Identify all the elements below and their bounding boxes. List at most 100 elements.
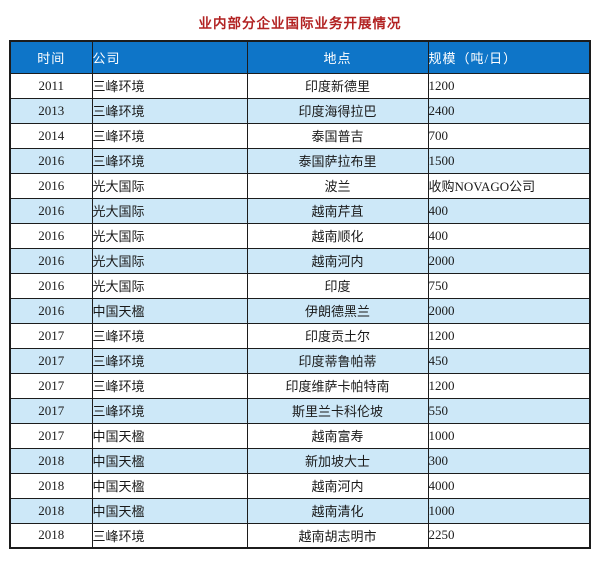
cell-company: 光大国际 <box>91 172 248 199</box>
cell-company: 光大国际 <box>91 272 248 299</box>
table-row: 2016 光大国际 印度 750 <box>9 272 591 299</box>
cell-scale: 2000 <box>427 297 591 324</box>
cell-company: 三峰环境 <box>91 147 248 174</box>
cell-scale: 1200 <box>427 372 591 399</box>
cell-location: 越南顺化 <box>246 222 429 249</box>
table-row: 2018 三峰环境 越南胡志明市 2250 <box>9 522 591 549</box>
table-row: 2017 三峰环境 印度维萨卡帕特南 1200 <box>9 372 591 399</box>
cell-location: 印度维萨卡帕特南 <box>246 372 429 399</box>
cell-scale: 收购NOVAGO公司 <box>427 172 591 199</box>
cell-time: 2016 <box>9 172 93 199</box>
column-header-company: 公司 <box>91 40 248 74</box>
table-row: 2018 中国天楹 越南河内 4000 <box>9 472 591 499</box>
table-row: 2011 三峰环境 印度新德里 1200 <box>9 72 591 99</box>
cell-scale: 750 <box>427 272 591 299</box>
cell-location: 越南河内 <box>246 247 429 274</box>
cell-location: 印度 <box>246 272 429 299</box>
cell-location: 越南富寿 <box>246 422 429 449</box>
cell-time: 2018 <box>9 522 93 549</box>
cell-location: 越南清化 <box>246 497 429 524</box>
cell-company: 中国天楹 <box>91 472 248 499</box>
cell-company: 中国天楹 <box>91 422 248 449</box>
column-header-scale: 规模（吨/日） <box>427 40 591 74</box>
cell-scale: 2400 <box>427 97 591 124</box>
cell-scale: 300 <box>427 447 591 474</box>
column-header-time: 时间 <box>9 40 93 74</box>
cell-company: 中国天楹 <box>91 297 248 324</box>
table-row: 2017 中国天楹 越南富寿 1000 <box>9 422 591 449</box>
cell-time: 2018 <box>9 447 93 474</box>
cell-time: 2016 <box>9 297 93 324</box>
cell-location: 斯里兰卡科伦坡 <box>246 397 429 424</box>
cell-scale: 2250 <box>427 522 591 549</box>
cell-time: 2016 <box>9 247 93 274</box>
cell-scale: 700 <box>427 122 591 149</box>
cell-company: 三峰环境 <box>91 72 248 99</box>
cell-scale: 1200 <box>427 322 591 349</box>
table-header-row: 时间 公司 地点 规模（吨/日） <box>9 40 591 74</box>
cell-scale: 1500 <box>427 147 591 174</box>
cell-location: 泰国普吉 <box>246 122 429 149</box>
cell-time: 2016 <box>9 272 93 299</box>
cell-scale: 4000 <box>427 472 591 499</box>
cell-location: 印度新德里 <box>246 72 429 99</box>
cell-company: 光大国际 <box>91 197 248 224</box>
cell-location: 印度蒂鲁帕蒂 <box>246 347 429 374</box>
table-row: 2014 三峰环境 泰国普吉 700 <box>9 122 591 149</box>
table-row: 2017 三峰环境 印度贡土尔 1200 <box>9 322 591 349</box>
cell-company: 中国天楹 <box>91 447 248 474</box>
table-row: 2016 光大国际 波兰 收购NOVAGO公司 <box>9 172 591 199</box>
cell-company: 三峰环境 <box>91 372 248 399</box>
cell-location: 印度海得拉巴 <box>246 97 429 124</box>
cell-location: 越南河内 <box>246 472 429 499</box>
table-row: 2018 中国天楹 新加坡大士 300 <box>9 447 591 474</box>
cell-location: 伊朗德黑兰 <box>246 297 429 324</box>
table-row: 2016 光大国际 越南芹苴 400 <box>9 197 591 224</box>
cell-location: 越南芹苴 <box>246 197 429 224</box>
cell-time: 2018 <box>9 472 93 499</box>
cell-time: 2016 <box>9 197 93 224</box>
cell-scale: 450 <box>427 347 591 374</box>
cell-company: 光大国际 <box>91 222 248 249</box>
table-row: 2016 中国天楹 伊朗德黑兰 2000 <box>9 297 591 324</box>
table-row: 2016 三峰环境 泰国萨拉布里 1500 <box>9 147 591 174</box>
cell-company: 光大国际 <box>91 247 248 274</box>
cell-time: 2017 <box>9 347 93 374</box>
cell-time: 2017 <box>9 372 93 399</box>
cell-company: 三峰环境 <box>91 322 248 349</box>
cell-time: 2017 <box>9 422 93 449</box>
page: 业内部分企业国际业务开展情况 时间 公司 地点 规模（吨/日） 2011 三峰环境… <box>0 12 600 549</box>
table-row: 2017 三峰环境 斯里兰卡科伦坡 550 <box>9 397 591 424</box>
international-business-table: 时间 公司 地点 规模（吨/日） 2011 三峰环境 印度新德里 1200 2013 三峰… <box>9 40 591 549</box>
cell-location: 新加坡大士 <box>246 447 429 474</box>
cell-time: 2011 <box>9 72 93 99</box>
cell-time: 2016 <box>9 222 93 249</box>
cell-company: 三峰环境 <box>91 97 248 124</box>
cell-company: 三峰环境 <box>91 122 248 149</box>
cell-location: 越南胡志明市 <box>246 522 429 549</box>
cell-company: 中国天楹 <box>91 497 248 524</box>
cell-location: 印度贡土尔 <box>246 322 429 349</box>
cell-time: 2013 <box>9 97 93 124</box>
cell-time: 2018 <box>9 497 93 524</box>
cell-time: 2017 <box>9 322 93 349</box>
cell-scale: 400 <box>427 222 591 249</box>
cell-time: 2014 <box>9 122 93 149</box>
table-row: 2016 光大国际 越南顺化 400 <box>9 222 591 249</box>
table-row: 2016 光大国际 越南河内 2000 <box>9 247 591 274</box>
cell-time: 2017 <box>9 397 93 424</box>
cell-company: 三峰环境 <box>91 397 248 424</box>
cell-scale: 1000 <box>427 422 591 449</box>
cell-scale: 1000 <box>427 497 591 524</box>
cell-scale: 1200 <box>427 72 591 99</box>
table-row: 2018 中国天楹 越南清化 1000 <box>9 497 591 524</box>
cell-location: 泰国萨拉布里 <box>246 147 429 174</box>
table-row: 2013 三峰环境 印度海得拉巴 2400 <box>9 97 591 124</box>
cell-company: 三峰环境 <box>91 522 248 549</box>
table-header: 时间 公司 地点 规模（吨/日） <box>9 40 591 74</box>
cell-scale: 2000 <box>427 247 591 274</box>
column-header-location: 地点 <box>246 40 429 74</box>
cell-scale: 400 <box>427 197 591 224</box>
cell-scale: 550 <box>427 397 591 424</box>
table-body: 2011 三峰环境 印度新德里 1200 2013 三峰环境 印度海得拉巴 2400 2014 三… <box>9 72 591 549</box>
